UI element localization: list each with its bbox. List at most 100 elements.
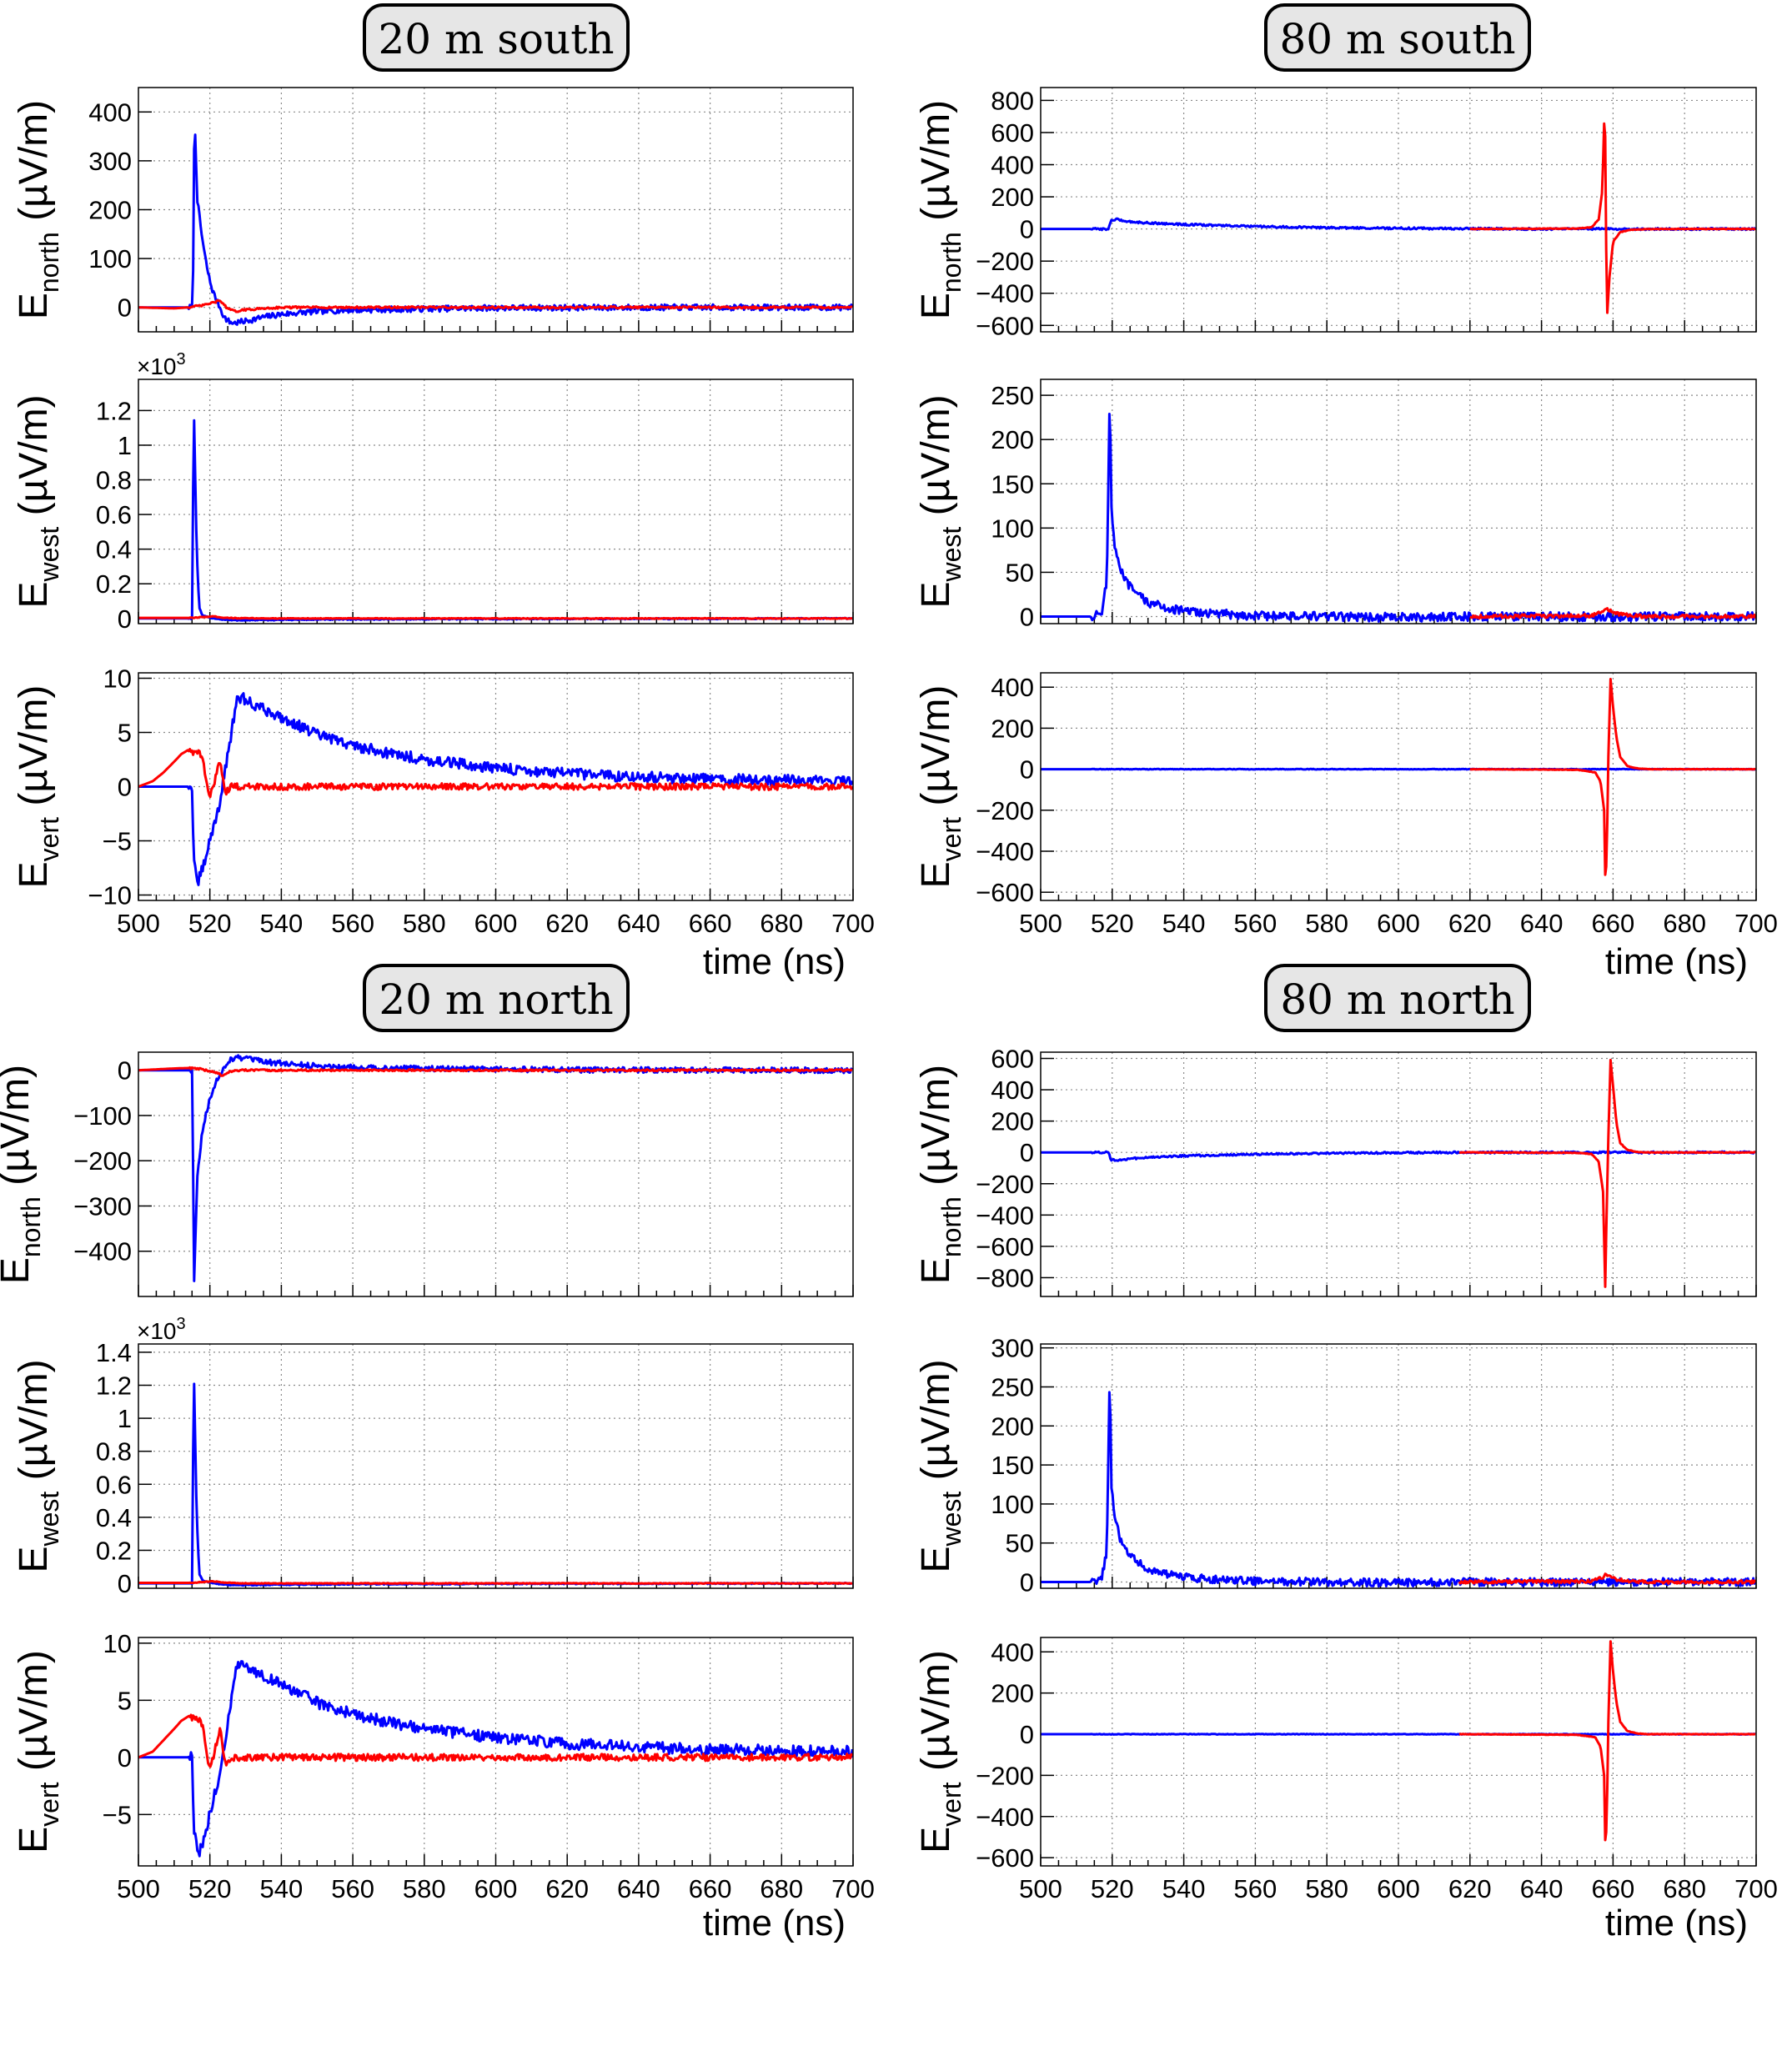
y-tick-label: −400 xyxy=(976,837,1034,866)
y-tick-label: 400 xyxy=(991,151,1034,180)
y-axis-label: Ewest (µV/m) xyxy=(12,394,64,608)
y-axis-label: Enorth (µV/m) xyxy=(12,100,64,319)
panel-1: 0 0.2 0.4 0.6 0.8 1 1.2×103 Ewest (µV/m) xyxy=(12,350,854,634)
trace-blue xyxy=(1040,413,1756,623)
plot-frame xyxy=(1040,1051,1757,1297)
panel-4: 0 50 100 150 200 250 Ewest (µV/m) xyxy=(914,379,1757,632)
y-tick-label: 0.6 xyxy=(96,1470,132,1499)
plot-frame xyxy=(1040,1637,1757,1867)
y-tick-label: 0.8 xyxy=(96,1437,132,1467)
svg-text:20 m south: 20 m south xyxy=(378,15,614,63)
y-tick-label: −600 xyxy=(976,1843,1034,1873)
y-tick-label: 0 xyxy=(118,1056,132,1086)
y-tick-label: 1 xyxy=(118,1404,132,1433)
y-tick-label: 200 xyxy=(991,1107,1034,1136)
x-tick-label: 680 xyxy=(1663,909,1706,938)
x-tick-label: 640 xyxy=(617,909,660,938)
y-tick-label: 400 xyxy=(991,673,1034,702)
y-tick-label: 200 xyxy=(991,714,1034,743)
y-tick-label: −10 xyxy=(88,881,132,910)
y-tick-label: 1.2 xyxy=(96,396,132,425)
x-axis-title-20m-south: time (ns) xyxy=(703,941,846,982)
y-axis-label: Evert (µV/m) xyxy=(914,1650,966,1853)
y-tick-label: 10 xyxy=(103,1629,132,1658)
group-title-20m-south: 20 m south xyxy=(363,3,630,72)
x-tick-label: 600 xyxy=(1377,909,1420,938)
plot-frame xyxy=(138,672,854,901)
x-tick-label: 660 xyxy=(1592,909,1635,938)
panel-5: −600 −400 −200 0 200 400 500 520 540 560 580 600 620… xyxy=(914,672,1778,938)
y-tick-label: 800 xyxy=(991,86,1034,115)
y-tick-label: 400 xyxy=(991,1076,1034,1105)
x-tick-label: 540 xyxy=(1162,1874,1206,1903)
y-tick-label: 0.4 xyxy=(96,1503,132,1532)
y-tick-label: 250 xyxy=(991,1372,1034,1402)
panel-2: −10 −5 0 5 10 500 520 540 560 580 600 620 640 660 680 7… xyxy=(12,664,875,939)
svg-text:20 m north: 20 m north xyxy=(379,975,613,1024)
plot-frame xyxy=(1040,672,1757,901)
x-tick-label: 660 xyxy=(689,1874,732,1903)
y-tick-label: 0 xyxy=(118,293,132,323)
y-tick-label: −200 xyxy=(976,796,1034,825)
x-tick-label: 600 xyxy=(1377,1874,1420,1903)
y-tick-label: 100 xyxy=(88,244,132,273)
x-tick-label: 580 xyxy=(1305,1874,1348,1903)
y-tick-label: 200 xyxy=(991,1679,1034,1708)
x-tick-label: 580 xyxy=(403,1874,446,1903)
plot-frame xyxy=(1040,1343,1757,1589)
x-tick-label: 620 xyxy=(545,909,589,938)
trace-red xyxy=(1469,607,1757,620)
plot-frame xyxy=(1040,87,1757,333)
x-tick-label: 700 xyxy=(831,909,875,938)
x-tick-label: 700 xyxy=(831,1874,875,1903)
x-tick-label: 600 xyxy=(474,1874,518,1903)
y-tick-label: −200 xyxy=(73,1146,132,1176)
y-tick-label: 10 xyxy=(103,664,132,694)
y-tick-label: −200 xyxy=(976,1761,1034,1790)
y-tick-label: 0 xyxy=(118,1743,132,1773)
panel-11: −600 −400 −200 0 200 400 500 520 540 560 580 600 620… xyxy=(914,1637,1778,1903)
y-tick-label: −100 xyxy=(73,1101,132,1131)
y-axis-label: Ewest (µV/m) xyxy=(12,1359,64,1572)
x-tick-label: 620 xyxy=(1448,1874,1492,1903)
trace-red xyxy=(138,298,853,313)
y-tick-label: 0.8 xyxy=(96,466,132,495)
y-axis-label: Ewest (µV/m) xyxy=(914,394,966,608)
x-tick-label: 680 xyxy=(760,909,803,938)
x-tick-label: 560 xyxy=(1234,1874,1277,1903)
y-tick-label: 0 xyxy=(1020,1138,1034,1167)
plot-frame xyxy=(138,1343,854,1589)
x-tick-label: 520 xyxy=(188,1874,232,1903)
trace-blue xyxy=(138,133,854,326)
plot-frame xyxy=(138,1637,854,1867)
group-title-20m-north: 20 m north xyxy=(363,964,630,1032)
x-tick-label: 680 xyxy=(1663,1874,1706,1903)
y-tick-label: 1.4 xyxy=(96,1338,132,1367)
y-tick-label: 200 xyxy=(88,196,132,225)
x-tick-label: 700 xyxy=(1734,909,1778,938)
y-tick-label: 0.2 xyxy=(96,569,132,599)
panel-8: −5 0 5 10 500 520 540 560 580 600 620 640 660 680 700 E… xyxy=(12,1629,875,1903)
y-tick-label: 0 xyxy=(1020,1720,1034,1749)
x-tick-label: 620 xyxy=(1448,909,1492,938)
panel-6: −400 −300 −200 −100 0 Enorth (µV/m) xyxy=(0,1051,854,1297)
y-tick-label: 250 xyxy=(991,381,1034,410)
x-tick-label: 620 xyxy=(545,1874,589,1903)
plot-frame xyxy=(138,1051,854,1297)
group-title-80m-north: 80 m north xyxy=(1264,964,1531,1032)
y-tick-label: 1 xyxy=(118,431,132,460)
trace-red xyxy=(1469,678,1756,876)
x-axis-title-80m-south: time (ns) xyxy=(1605,941,1748,982)
y-tick-label: 1.2 xyxy=(96,1371,132,1400)
y-tick-label: 400 xyxy=(88,98,132,127)
x-tick-label: 540 xyxy=(1162,909,1206,938)
y-axis-label: Enorth (µV/m) xyxy=(914,100,966,319)
y-axis-label: Enorth (µV/m) xyxy=(914,1065,966,1284)
x-tick-label: 500 xyxy=(1019,909,1062,938)
y-tick-label: −200 xyxy=(976,247,1034,276)
x-tick-label: 640 xyxy=(617,1874,660,1903)
panel-3: −600 −400 −200 0 200 400 600 800 Enorth (µV/m) xyxy=(914,86,1757,340)
y-tick-label: 0 xyxy=(118,773,132,802)
x-tick-label: 540 xyxy=(260,1874,304,1903)
